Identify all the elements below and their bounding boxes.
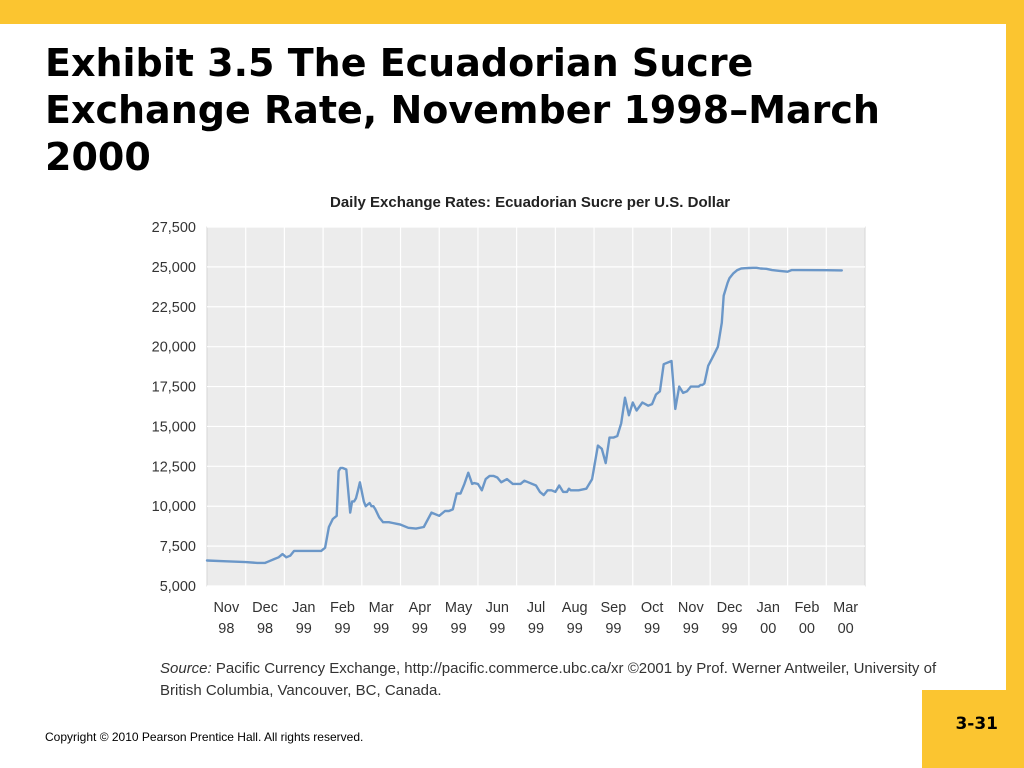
x-tick-year: 99	[683, 621, 699, 637]
x-tick-year: 00	[760, 621, 776, 637]
x-tick-year: 99	[412, 621, 428, 637]
x-tick-month: Apr	[409, 600, 432, 616]
x-tick-year: 99	[528, 621, 544, 637]
y-tick-label: 7,500	[160, 539, 196, 555]
y-tick-label: 27,500	[152, 220, 196, 236]
y-tick-label: 5,000	[160, 579, 196, 595]
x-tick-month: Dec	[717, 600, 743, 616]
x-tick-month: May	[445, 600, 473, 616]
y-tick-label: 10,000	[152, 499, 196, 515]
x-tick-year: 00	[838, 621, 854, 637]
x-tick-year: 99	[489, 621, 505, 637]
x-tick-month: Mar	[833, 600, 858, 616]
x-tick-month: Mar	[369, 600, 394, 616]
x-tick-month: Sep	[601, 600, 627, 616]
x-tick-year: 99	[334, 621, 350, 637]
y-tick-label: 22,500	[152, 300, 196, 316]
plot-area	[206, 226, 866, 587]
series-line-exchange-rate	[205, 266, 843, 565]
y-tick-label: 17,500	[152, 380, 196, 396]
x-tick-month: Feb	[794, 600, 819, 616]
y-tick-label: 20,000	[152, 340, 196, 356]
x-tick-month: Jun	[486, 600, 509, 616]
top-accent-bar	[0, 0, 1024, 24]
x-tick-month: Oct	[641, 600, 664, 616]
copyright-notice: Copyright © 2010 Pearson Prentice Hall. …	[45, 730, 364, 744]
right-accent-bar	[1006, 0, 1024, 768]
page-number-box: 3-31	[922, 690, 1006, 768]
x-tick-month: Jan	[292, 600, 315, 616]
x-tick-year: 99	[373, 621, 389, 637]
x-tick-year: 99	[567, 621, 583, 637]
y-tick-label: 12,500	[152, 459, 196, 475]
x-tick-year: 99	[721, 621, 737, 637]
x-tick-year: 98	[218, 621, 234, 637]
x-tick-month: Nov	[678, 600, 705, 616]
x-tick-year: 99	[605, 621, 621, 637]
x-tick-month: Nov	[213, 600, 240, 616]
x-tick-year: 99	[296, 621, 312, 637]
source-note: Source: Pacific Currency Exchange, http:…	[160, 658, 950, 702]
x-tick-year: 00	[799, 621, 815, 637]
x-tick-year: 99	[451, 621, 467, 637]
x-tick-month: Jan	[757, 600, 780, 616]
x-tick-month: Jul	[527, 600, 546, 616]
x-tick-month: Dec	[252, 600, 278, 616]
slide-title: Exhibit 3.5 The Ecuadorian Sucre Exchang…	[45, 41, 880, 179]
x-tick-month: Aug	[562, 600, 588, 616]
x-tick-month: Feb	[330, 600, 355, 616]
y-tick-label: 15,000	[152, 419, 196, 435]
source-label: Source:	[160, 660, 212, 677]
x-tick-year: 98	[257, 621, 273, 637]
y-tick-label: 25,000	[152, 260, 196, 276]
x-tick-year: 99	[644, 621, 660, 637]
page-number: 3-31	[955, 714, 998, 734]
chart-title: Daily Exchange Rates: Ecuadorian Sucre p…	[330, 194, 731, 211]
source-text: Pacific Currency Exchange, http://pacifi…	[160, 660, 937, 699]
